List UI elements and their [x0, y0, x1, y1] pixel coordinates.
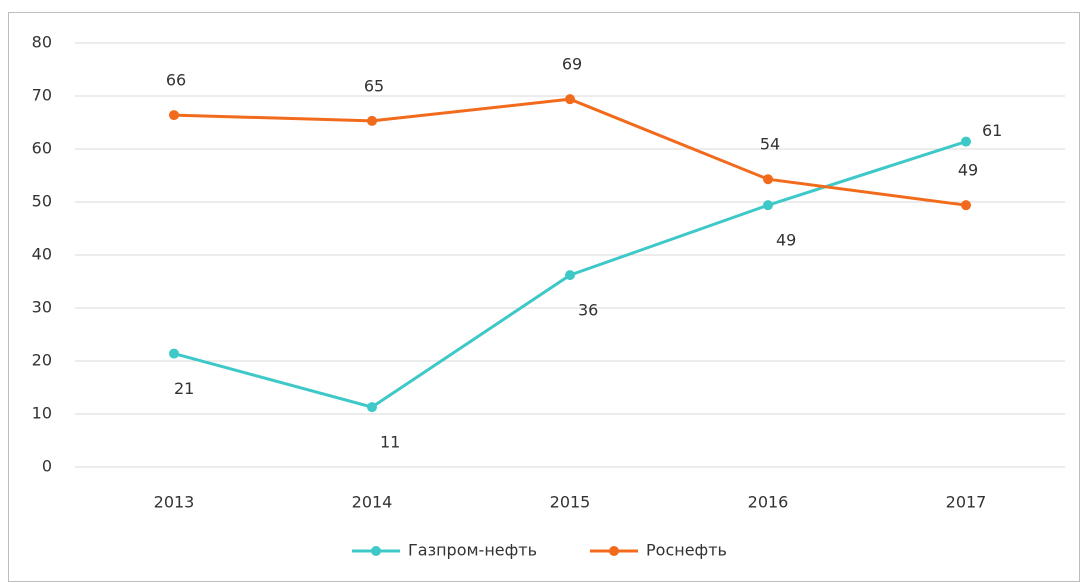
chart-border — [8, 12, 1080, 582]
data-label: 36 — [578, 301, 598, 320]
data-point — [763, 200, 773, 211]
data-label: 49 — [958, 161, 978, 180]
data-point — [565, 94, 575, 105]
data-point — [961, 136, 971, 147]
y-tick-label: 20 — [32, 351, 52, 370]
y-tick-label: 60 — [32, 139, 52, 158]
legend-marker — [609, 546, 619, 556]
y-tick-label: 10 — [32, 404, 52, 423]
y-tick-label: 40 — [32, 245, 52, 264]
legend-marker — [371, 546, 381, 556]
x-tick-label: 2015 — [550, 493, 591, 512]
data-label: 49 — [776, 231, 796, 250]
legend-label: Газпром-нефть — [408, 541, 537, 560]
data-label: 54 — [760, 135, 780, 154]
x-tick-label: 2014 — [352, 493, 393, 512]
data-point — [169, 348, 179, 359]
data-point — [367, 115, 377, 126]
data-point — [565, 270, 575, 281]
y-tick-label: 50 — [32, 192, 52, 211]
x-tick-label: 2016 — [748, 493, 789, 512]
data-label: 61 — [982, 121, 1002, 140]
data-label: 69 — [562, 55, 582, 74]
x-tick-label: 2017 — [946, 493, 987, 512]
data-point — [763, 174, 773, 185]
data-point — [961, 200, 971, 211]
legend-label: Роснефть — [646, 541, 727, 560]
y-tick-label: 30 — [32, 298, 52, 317]
data-label: 66 — [166, 71, 186, 90]
y-tick-label: 70 — [32, 86, 52, 105]
x-tick-label: 2013 — [154, 493, 195, 512]
data-point — [367, 402, 377, 413]
y-tick-label: 80 — [32, 33, 52, 52]
data-label: 65 — [364, 76, 384, 95]
data-label: 21 — [174, 379, 194, 398]
data-point — [169, 110, 179, 121]
y-tick-label: 0 — [42, 457, 52, 476]
data-label: 11 — [380, 433, 400, 452]
